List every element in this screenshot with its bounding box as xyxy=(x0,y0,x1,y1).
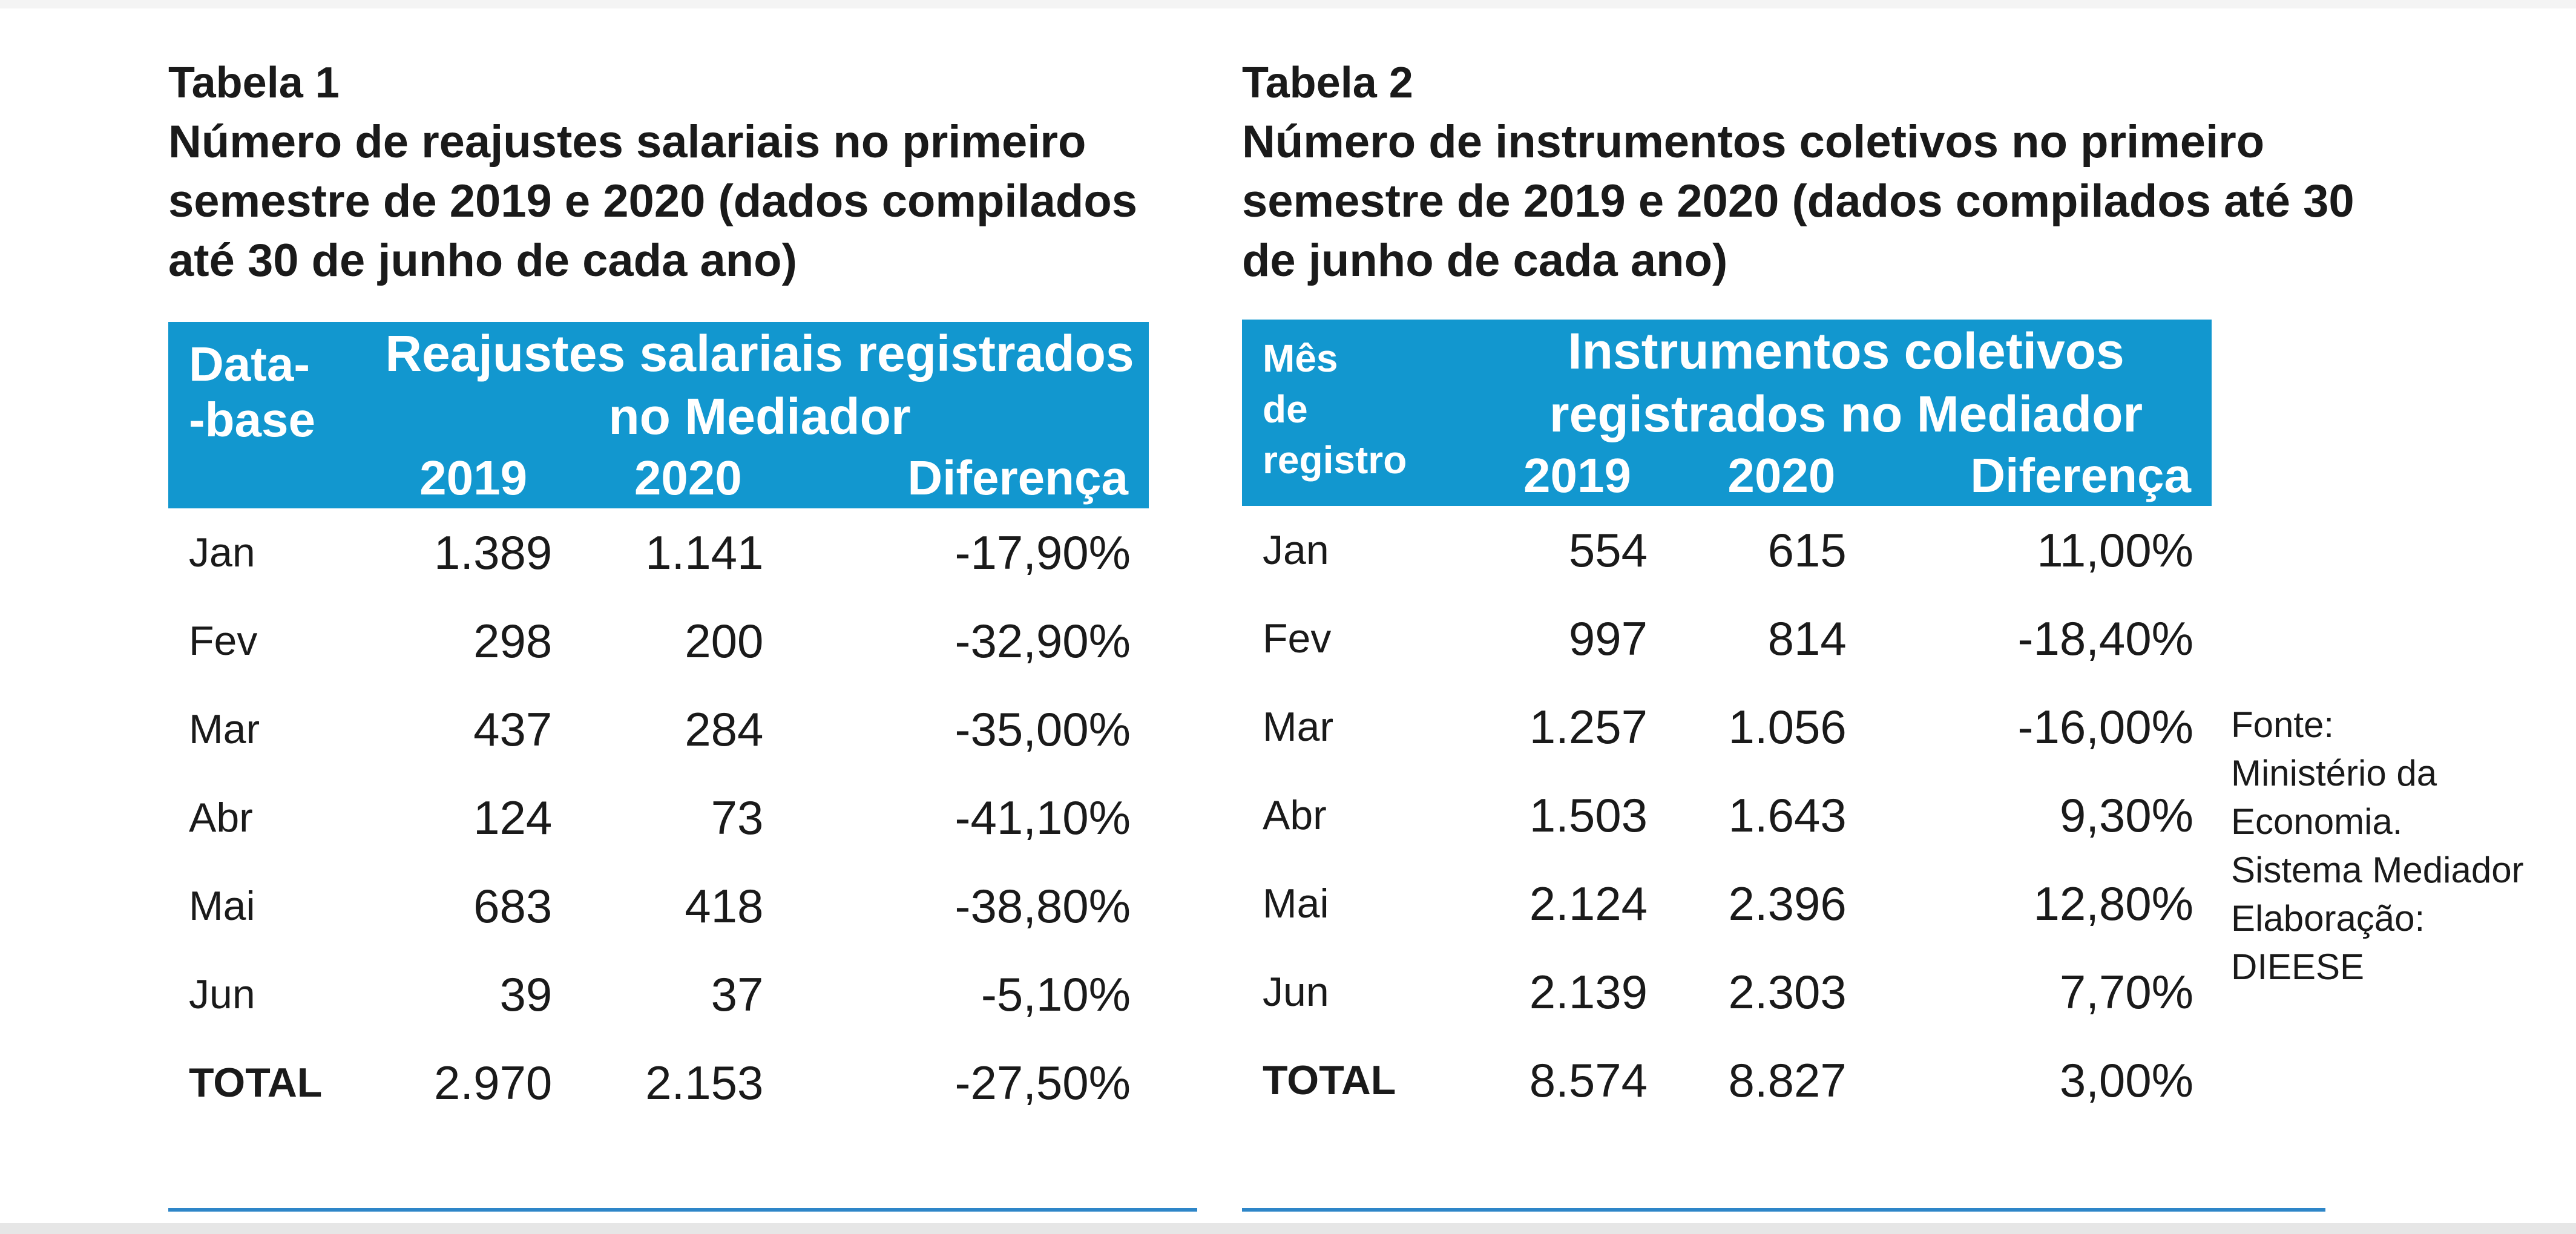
value-2019-cell: 683 xyxy=(473,879,553,933)
bottom-edge-strip xyxy=(0,1223,2576,1234)
value-2019-cell: 1.503 xyxy=(1529,788,1648,842)
month-cell: Jun xyxy=(189,971,255,1017)
value-2020-cell: 615 xyxy=(1767,523,1847,577)
table-2-year-header: 2019 xyxy=(1480,445,1674,506)
value-2019-cell: 554 xyxy=(1568,523,1648,577)
source-note-line: Elaboração: xyxy=(2231,898,2425,939)
table-1-block: Tabela 1 Número de reajustes salariais n… xyxy=(168,53,1197,1109)
table-2-year-header: 2020 xyxy=(1674,445,1889,506)
value-2020-cell: 200 xyxy=(685,614,764,668)
source-note-line: DIEESE xyxy=(2231,947,2365,987)
table-2: Mês de registro Instrumentos coletivos r… xyxy=(1242,320,2212,1124)
value-2019-cell: 997 xyxy=(1568,611,1648,665)
month-cell: Mar xyxy=(189,706,260,752)
value-2020-cell: 8.827 xyxy=(1728,1053,1847,1107)
value-2020-cell: 418 xyxy=(685,879,764,933)
value-2020-cell: 73 xyxy=(711,790,764,844)
month-cell: Mai xyxy=(189,883,255,929)
total-label-cell: TOTAL xyxy=(1263,1057,1396,1103)
difference-cell: 11,00% xyxy=(2037,523,2193,577)
value-2019-cell: 2.139 xyxy=(1529,965,1648,1019)
value-2020-cell: 2.153 xyxy=(645,1055,764,1109)
table-row: Jan 554 615 11,00% xyxy=(1242,506,2212,594)
value-2020-cell: 1.056 xyxy=(1728,700,1847,753)
difference-cell: -41,10% xyxy=(954,790,1131,844)
table-total-row: TOTAL 8.574 8.827 3,00% xyxy=(1242,1036,2212,1124)
value-2019-cell: 39 xyxy=(499,967,553,1021)
value-2020-cell: 1.643 xyxy=(1728,788,1847,842)
source-note-line: Economia. xyxy=(2231,801,2403,842)
table-1-bottom-rule xyxy=(168,1208,1197,1212)
table-row: Mar 1.257 1.056 -16,00% xyxy=(1242,683,2212,771)
table-row: Jun 39 37 -5,10% xyxy=(168,950,1149,1039)
difference-cell: -17,90% xyxy=(954,525,1131,579)
value-2019-cell: 1.389 xyxy=(434,525,553,579)
table-1-year-header: 2020 xyxy=(576,448,800,508)
table-row: Fev 298 200 -32,90% xyxy=(168,597,1149,685)
table-row: Jan 1.389 1.141 -17,90% xyxy=(168,508,1149,597)
difference-cell: -38,80% xyxy=(954,879,1131,933)
value-2020-cell: 37 xyxy=(711,967,764,1021)
value-2019-cell: 124 xyxy=(473,790,553,844)
table-row: Fev 997 814 -18,40% xyxy=(1242,594,2212,683)
difference-cell: 12,80% xyxy=(2033,876,2193,930)
value-2019-cell: 2.124 xyxy=(1529,876,1648,930)
value-2020-cell: 814 xyxy=(1767,611,1847,665)
value-2020-cell: 2.396 xyxy=(1728,876,1847,930)
table-row: Mar 437 284 -35,00% xyxy=(168,685,1149,773)
table-row: Abr 124 73 -41,10% xyxy=(168,773,1149,862)
source-note-line: Ministério da xyxy=(2231,753,2437,793)
difference-cell: 7,70% xyxy=(2059,965,2193,1019)
table-2-label: Tabela 2 xyxy=(1242,59,1413,107)
value-2020-cell: 2.303 xyxy=(1728,965,1847,1019)
difference-cell: 3,00% xyxy=(2059,1053,2193,1107)
source-note: Fonte: Ministério da Economia. Sistema M… xyxy=(2231,701,2570,991)
top-edge-strip xyxy=(0,0,2576,8)
value-2019-cell: 2.970 xyxy=(434,1055,553,1109)
difference-cell: -32,90% xyxy=(954,614,1131,668)
source-note-line: Sistema Mediador xyxy=(2231,850,2524,890)
difference-cell: 9,30% xyxy=(2059,788,2193,842)
table-1-title: Número de reajustes salariais no primeir… xyxy=(168,116,1138,286)
month-cell: Mai xyxy=(1263,881,1329,927)
table-row: Mai 683 418 -38,80% xyxy=(168,862,1149,950)
table-1-label: Tabela 1 xyxy=(168,59,340,107)
value-2020-cell: 1.141 xyxy=(645,525,764,579)
table-1-group-header: Reajustes salariais registrados no Media… xyxy=(370,322,1149,448)
difference-cell: -35,00% xyxy=(954,702,1131,756)
difference-cell: -5,10% xyxy=(981,967,1131,1021)
month-cell: Fev xyxy=(189,618,258,664)
table-2-title: Número de instrumentos coletivos no prim… xyxy=(1242,116,2354,286)
month-cell: Jan xyxy=(1263,527,1329,573)
total-label-cell: TOTAL xyxy=(189,1060,323,1106)
value-2019-cell: 437 xyxy=(473,702,553,756)
table-2-bottom-rule xyxy=(1242,1208,2325,1212)
month-cell: Jun xyxy=(1263,969,1329,1015)
value-2019-cell: 8.574 xyxy=(1529,1053,1648,1107)
table-2-corner-header: Mês de registro xyxy=(1242,320,1480,506)
source-note-line: Fonte: xyxy=(2231,704,2334,745)
month-cell: Fev xyxy=(1263,615,1332,661)
difference-cell: -18,40% xyxy=(2017,611,2193,665)
month-cell: Abr xyxy=(189,795,253,841)
table-row: Abr 1.503 1.643 9,30% xyxy=(1242,771,2212,859)
table-total-row: TOTAL 2.970 2.153 -27,50% xyxy=(168,1039,1149,1127)
table-2-block: Tabela 2 Número de instrumentos coletivo… xyxy=(1242,53,2354,1107)
table-1: Data- -base Reajustes salariais registra… xyxy=(168,322,1149,1127)
value-2020-cell: 284 xyxy=(685,702,764,756)
table-row: Jun 2.139 2.303 7,70% xyxy=(1242,948,2212,1036)
value-2019-cell: 298 xyxy=(473,614,553,668)
difference-cell: -16,00% xyxy=(2017,700,2193,753)
value-2019-cell: 1.257 xyxy=(1529,700,1648,753)
table-1-year-header: Diferença xyxy=(800,448,1149,508)
month-cell: Mar xyxy=(1263,704,1334,750)
table-2-group-header: Instrumentos coletivos registrados no Me… xyxy=(1480,320,2212,445)
month-cell: Abr xyxy=(1263,792,1327,838)
table-row: Mai 2.124 2.396 12,80% xyxy=(1242,859,2212,948)
table-2-year-header: Diferença xyxy=(1888,445,2212,506)
table-1-corner-header: Data- -base xyxy=(168,322,370,508)
table-1-year-header: 2019 xyxy=(370,448,577,508)
month-cell: Jan xyxy=(189,530,255,576)
difference-cell: -27,50% xyxy=(954,1055,1131,1109)
